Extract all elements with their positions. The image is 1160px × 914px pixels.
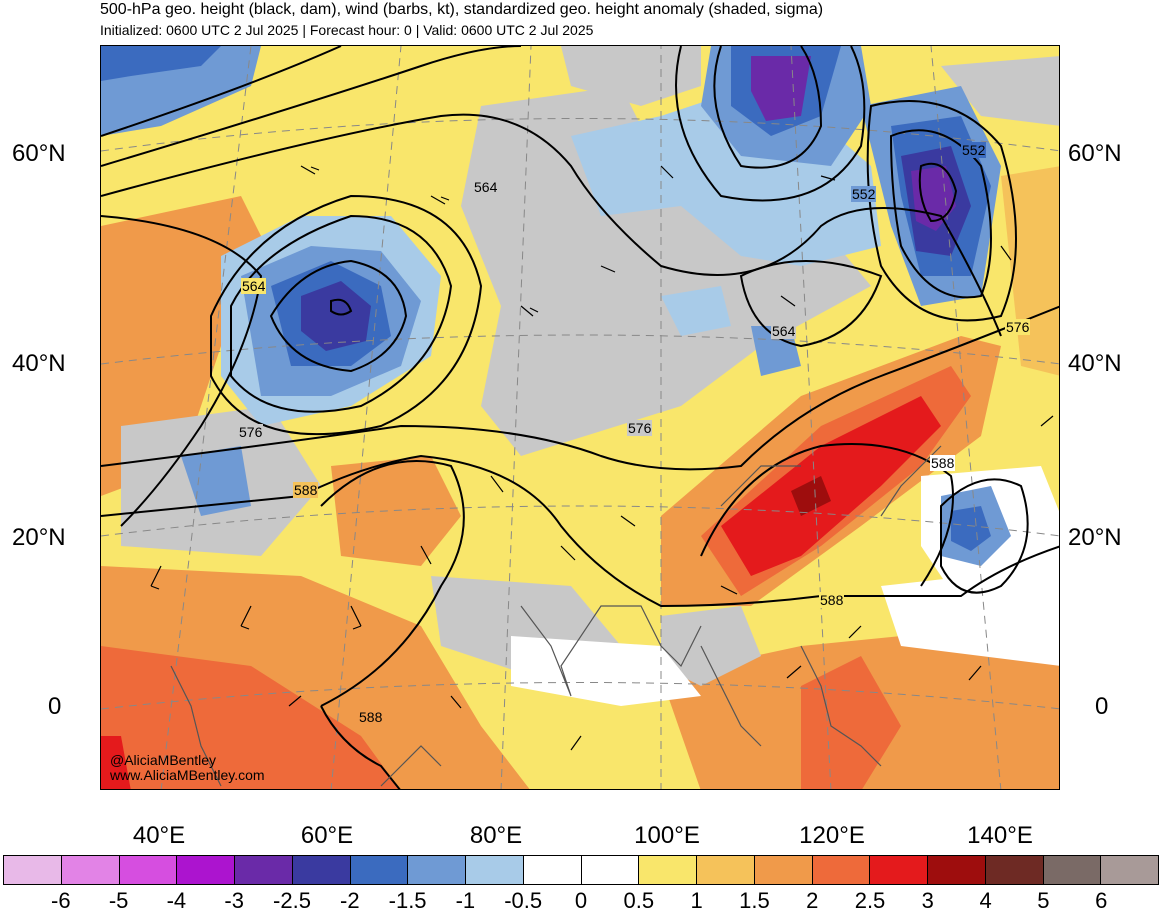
colorbar-cell (292, 855, 351, 885)
colorbar-tick-label: 1.5 (739, 888, 770, 913)
lon-label-100e: 100°E (634, 822, 700, 849)
contour-label-588-west: 588 (293, 482, 319, 498)
colorbar-cell (697, 855, 755, 885)
colorbar-cell (3, 855, 62, 885)
colorbar-tick-label: 5 (1037, 888, 1050, 913)
contour-label-564-west: 564 (241, 278, 267, 294)
lat-label-20n-right: 20°N (1068, 524, 1122, 551)
colorbar-tick-label: 6 (1095, 888, 1108, 913)
wind-barbs (150, 165, 1054, 751)
colorbar-tick-label: -2.5 (273, 888, 311, 913)
colorbar-cell (639, 855, 697, 885)
neutral-central-asia-grey (461, 86, 871, 456)
lon-label-120e: 120°E (799, 822, 865, 849)
colorbar-cell (408, 855, 466, 885)
colorbar-tick-label: 0.5 (623, 888, 655, 913)
colorbar-tick-label: 1 (690, 888, 703, 913)
neutral-arctic-grey (561, 46, 701, 106)
colorbar-cell (119, 855, 178, 885)
colorbar-cell (523, 855, 582, 885)
lon-label-60e: 60°E (300, 822, 354, 849)
anomaly-red-sea-blue (181, 446, 251, 516)
credit-handle: @AliciaMBentley (110, 752, 217, 768)
colorbar-tick-label: -1.5 (388, 888, 427, 913)
anomaly-pacific-low-core (951, 506, 991, 551)
lat-label-40n-right: 40°N (1068, 350, 1122, 377)
contour-label-564-central: 564 (473, 179, 499, 195)
colorbar-tick-label: 2.5 (854, 888, 886, 913)
contour-label-552-lower: 552 (851, 186, 877, 202)
colorbar-cell (466, 855, 524, 885)
chart-title: 500-hPa geo. height (black, dam), wind (… (100, 1, 824, 18)
map-panel: 564 564 564 552 552 576 576 576 588 588 … (100, 45, 1060, 790)
colorbar-cell (985, 855, 1044, 885)
anomaly-africa-red-orange (101, 646, 400, 789)
colorbar-tick-label: -2 (340, 888, 360, 913)
contour-label-588-pacific: 588 (819, 592, 845, 608)
colorbar-tick-label: 3 (921, 888, 934, 913)
contour-label-576-east: 576 (1005, 319, 1031, 335)
chart-subtitle: Initialized: 0600 UTC 2 Jul 2025 | Forec… (100, 22, 594, 38)
colorbar-tick-label: 4 (979, 888, 992, 913)
neutral-northeast-grey (941, 56, 1059, 126)
colorbar-cell (1043, 855, 1102, 885)
colorbar-cell (928, 855, 986, 885)
credit-website: www.AliciaMBentley.com (110, 767, 265, 783)
anomaly-iran-orange (331, 456, 461, 566)
colorbar-tick-label: -0.5 (504, 888, 543, 913)
colorbar-cell (177, 855, 235, 885)
lat-label-40n-left: 40°N (12, 350, 66, 377)
colorbar-tick-label: -6 (51, 888, 71, 913)
lat-label-60n-left: 60°N (12, 140, 66, 167)
colorbar-cell (61, 855, 120, 885)
anomaly-caspian-core (301, 281, 371, 351)
anomaly-africa-red (101, 736, 131, 789)
lon-label-40e: 40°E (132, 822, 186, 849)
colorbar-tick-label: -1 (455, 888, 476, 913)
contour-label-588-south: 588 (358, 709, 384, 725)
contour-label-564-east: 564 (771, 323, 797, 339)
contour-label-576-central: 576 (627, 420, 653, 436)
colorbar-cell (754, 855, 813, 885)
lat-label-0-left: 0 (48, 693, 62, 720)
colorbar-cell (581, 855, 640, 885)
neutral-bay-white (511, 636, 701, 706)
colorbar-cell (870, 855, 928, 885)
colorbar-cell (350, 855, 409, 885)
colorbar-tick-label: -3 (224, 888, 244, 913)
anomaly-china-maximum (791, 476, 831, 516)
anomaly-siberia-north-core (751, 56, 811, 121)
anomaly-arctic-west-darkblue (101, 46, 221, 81)
colorbar-tick-label: 0 (574, 888, 588, 913)
height-contours (101, 46, 1059, 789)
colorbar-cell (235, 855, 293, 885)
colorbar-tick-label: 2 (806, 888, 819, 913)
map-canvas (101, 46, 1059, 789)
lon-label-80e: 80°E (469, 822, 523, 849)
lat-label-60n-right: 60°N (1068, 140, 1122, 167)
lat-label-0-right: 0 (1095, 693, 1109, 720)
lon-label-140e: 140°E (967, 822, 1033, 849)
anomaly-mongolia-lightblue (661, 286, 731, 336)
colorbar-tick-label: -5 (108, 888, 129, 913)
colorbar-tick-label: -4 (166, 888, 187, 913)
colorbar-cell (812, 855, 871, 885)
colorbar (3, 855, 1159, 885)
contour-label-576-west: 576 (238, 424, 264, 440)
neutral-indochina-grey (661, 606, 761, 686)
lat-label-20n-left: 20°N (12, 524, 66, 551)
anomaly-china-red (721, 396, 941, 576)
coastlines (170, 445, 942, 787)
contour-label-552-upper: 552 (961, 142, 987, 158)
contour-label-588-east: 588 (930, 455, 956, 471)
colorbar-cell (1101, 855, 1159, 885)
